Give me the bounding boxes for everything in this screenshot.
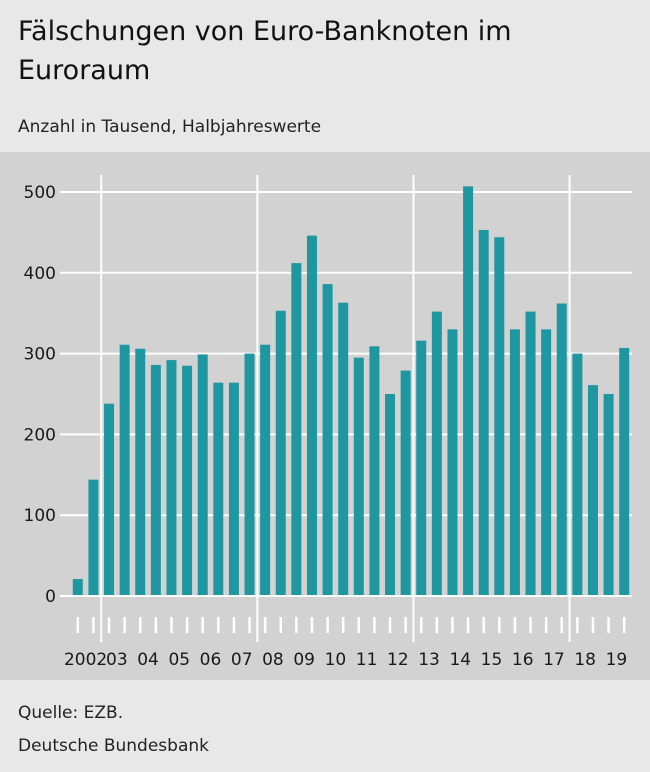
bar-2003-H1 — [104, 403, 115, 596]
bar-2013-H2 — [431, 311, 442, 596]
bar-2010-H1 — [322, 284, 333, 596]
bar-2011-H2 — [369, 346, 380, 596]
bar-2008-H2 — [275, 310, 286, 596]
bar-2016-H2 — [525, 311, 536, 596]
x-year-label-14: 14 — [449, 650, 471, 670]
x-year-label-2002: 2002 — [64, 650, 107, 670]
x-year-label-03: 03 — [106, 650, 128, 670]
x-year-label-04: 04 — [137, 650, 159, 670]
bar-2017-H2 — [556, 303, 567, 596]
bar-2004-H1 — [135, 348, 146, 596]
x-year-label-15: 15 — [481, 650, 503, 670]
bar-2018-H1 — [572, 353, 583, 596]
x-year-label-09: 09 — [293, 650, 315, 670]
x-year-label-05: 05 — [168, 650, 190, 670]
bar-2009-H2 — [306, 235, 317, 596]
x-year-label-07: 07 — [231, 650, 253, 670]
bar-2004-H2 — [150, 364, 161, 596]
bar-2011-H1 — [353, 357, 364, 596]
bar-2018-H2 — [587, 385, 598, 596]
bar-2007-H2 — [244, 353, 255, 596]
bar-2008-H1 — [260, 344, 271, 596]
bar-2017-H1 — [541, 329, 552, 596]
bar-2003-H2 — [119, 344, 130, 596]
bar-2006-H2 — [213, 382, 224, 596]
bar-2013-H1 — [416, 340, 427, 596]
x-year-label-12: 12 — [387, 650, 409, 670]
chart-footer: Quelle: EZB. Deutsche Bundesbank — [0, 680, 650, 772]
bar-2002-H1 — [72, 579, 83, 596]
y-tick-label-300: 300 — [24, 345, 56, 365]
bar-2002-H2 — [88, 479, 99, 596]
x-year-label-08: 08 — [262, 650, 284, 670]
bar-2015-H2 — [494, 237, 505, 597]
bar-2010-H2 — [338, 302, 349, 596]
chart-title: Fälschungen von Euro-Banknoten im Eurora… — [18, 16, 512, 86]
chart-header: Fälschungen von Euro-Banknoten im Eurora… — [0, 0, 650, 152]
y-tick-label-0: 0 — [45, 587, 56, 607]
source-note: Quelle: EZB. — [18, 703, 124, 723]
x-year-label-19: 19 — [606, 650, 628, 670]
x-year-label-10: 10 — [325, 650, 347, 670]
bar-2019-H1 — [603, 394, 614, 596]
y-tick-label-400: 400 — [24, 264, 56, 284]
x-year-label-18: 18 — [574, 650, 596, 670]
x-year-label-17: 17 — [543, 650, 565, 670]
bar-2016-H1 — [509, 329, 520, 596]
y-tick-label-200: 200 — [24, 425, 56, 445]
y-tick-label-500: 500 — [24, 183, 56, 203]
bar-2012-H2 — [400, 370, 411, 596]
y-tick-label-100: 100 — [24, 506, 56, 526]
bar-2014-H2 — [463, 186, 474, 596]
chart-subtitle: Anzahl in Tausend, Halbjahreswerte — [18, 117, 322, 137]
bar-2006-H1 — [197, 354, 208, 596]
bar-2012-H1 — [385, 394, 396, 596]
bar-2009-H1 — [291, 263, 302, 596]
x-year-label-13: 13 — [418, 650, 440, 670]
bar-2015-H1 — [478, 229, 489, 596]
bar-2005-H1 — [166, 360, 177, 596]
bar-2005-H2 — [182, 365, 193, 596]
bar-2014-H1 — [447, 329, 458, 596]
bar-2019-H2 — [619, 347, 630, 596]
bar-2007-H1 — [228, 382, 239, 596]
x-year-label-16: 16 — [512, 650, 534, 670]
x-year-label-11: 11 — [356, 650, 378, 670]
publisher-note: Deutsche Bundesbank — [18, 736, 209, 756]
x-year-label-06: 06 — [200, 650, 222, 670]
